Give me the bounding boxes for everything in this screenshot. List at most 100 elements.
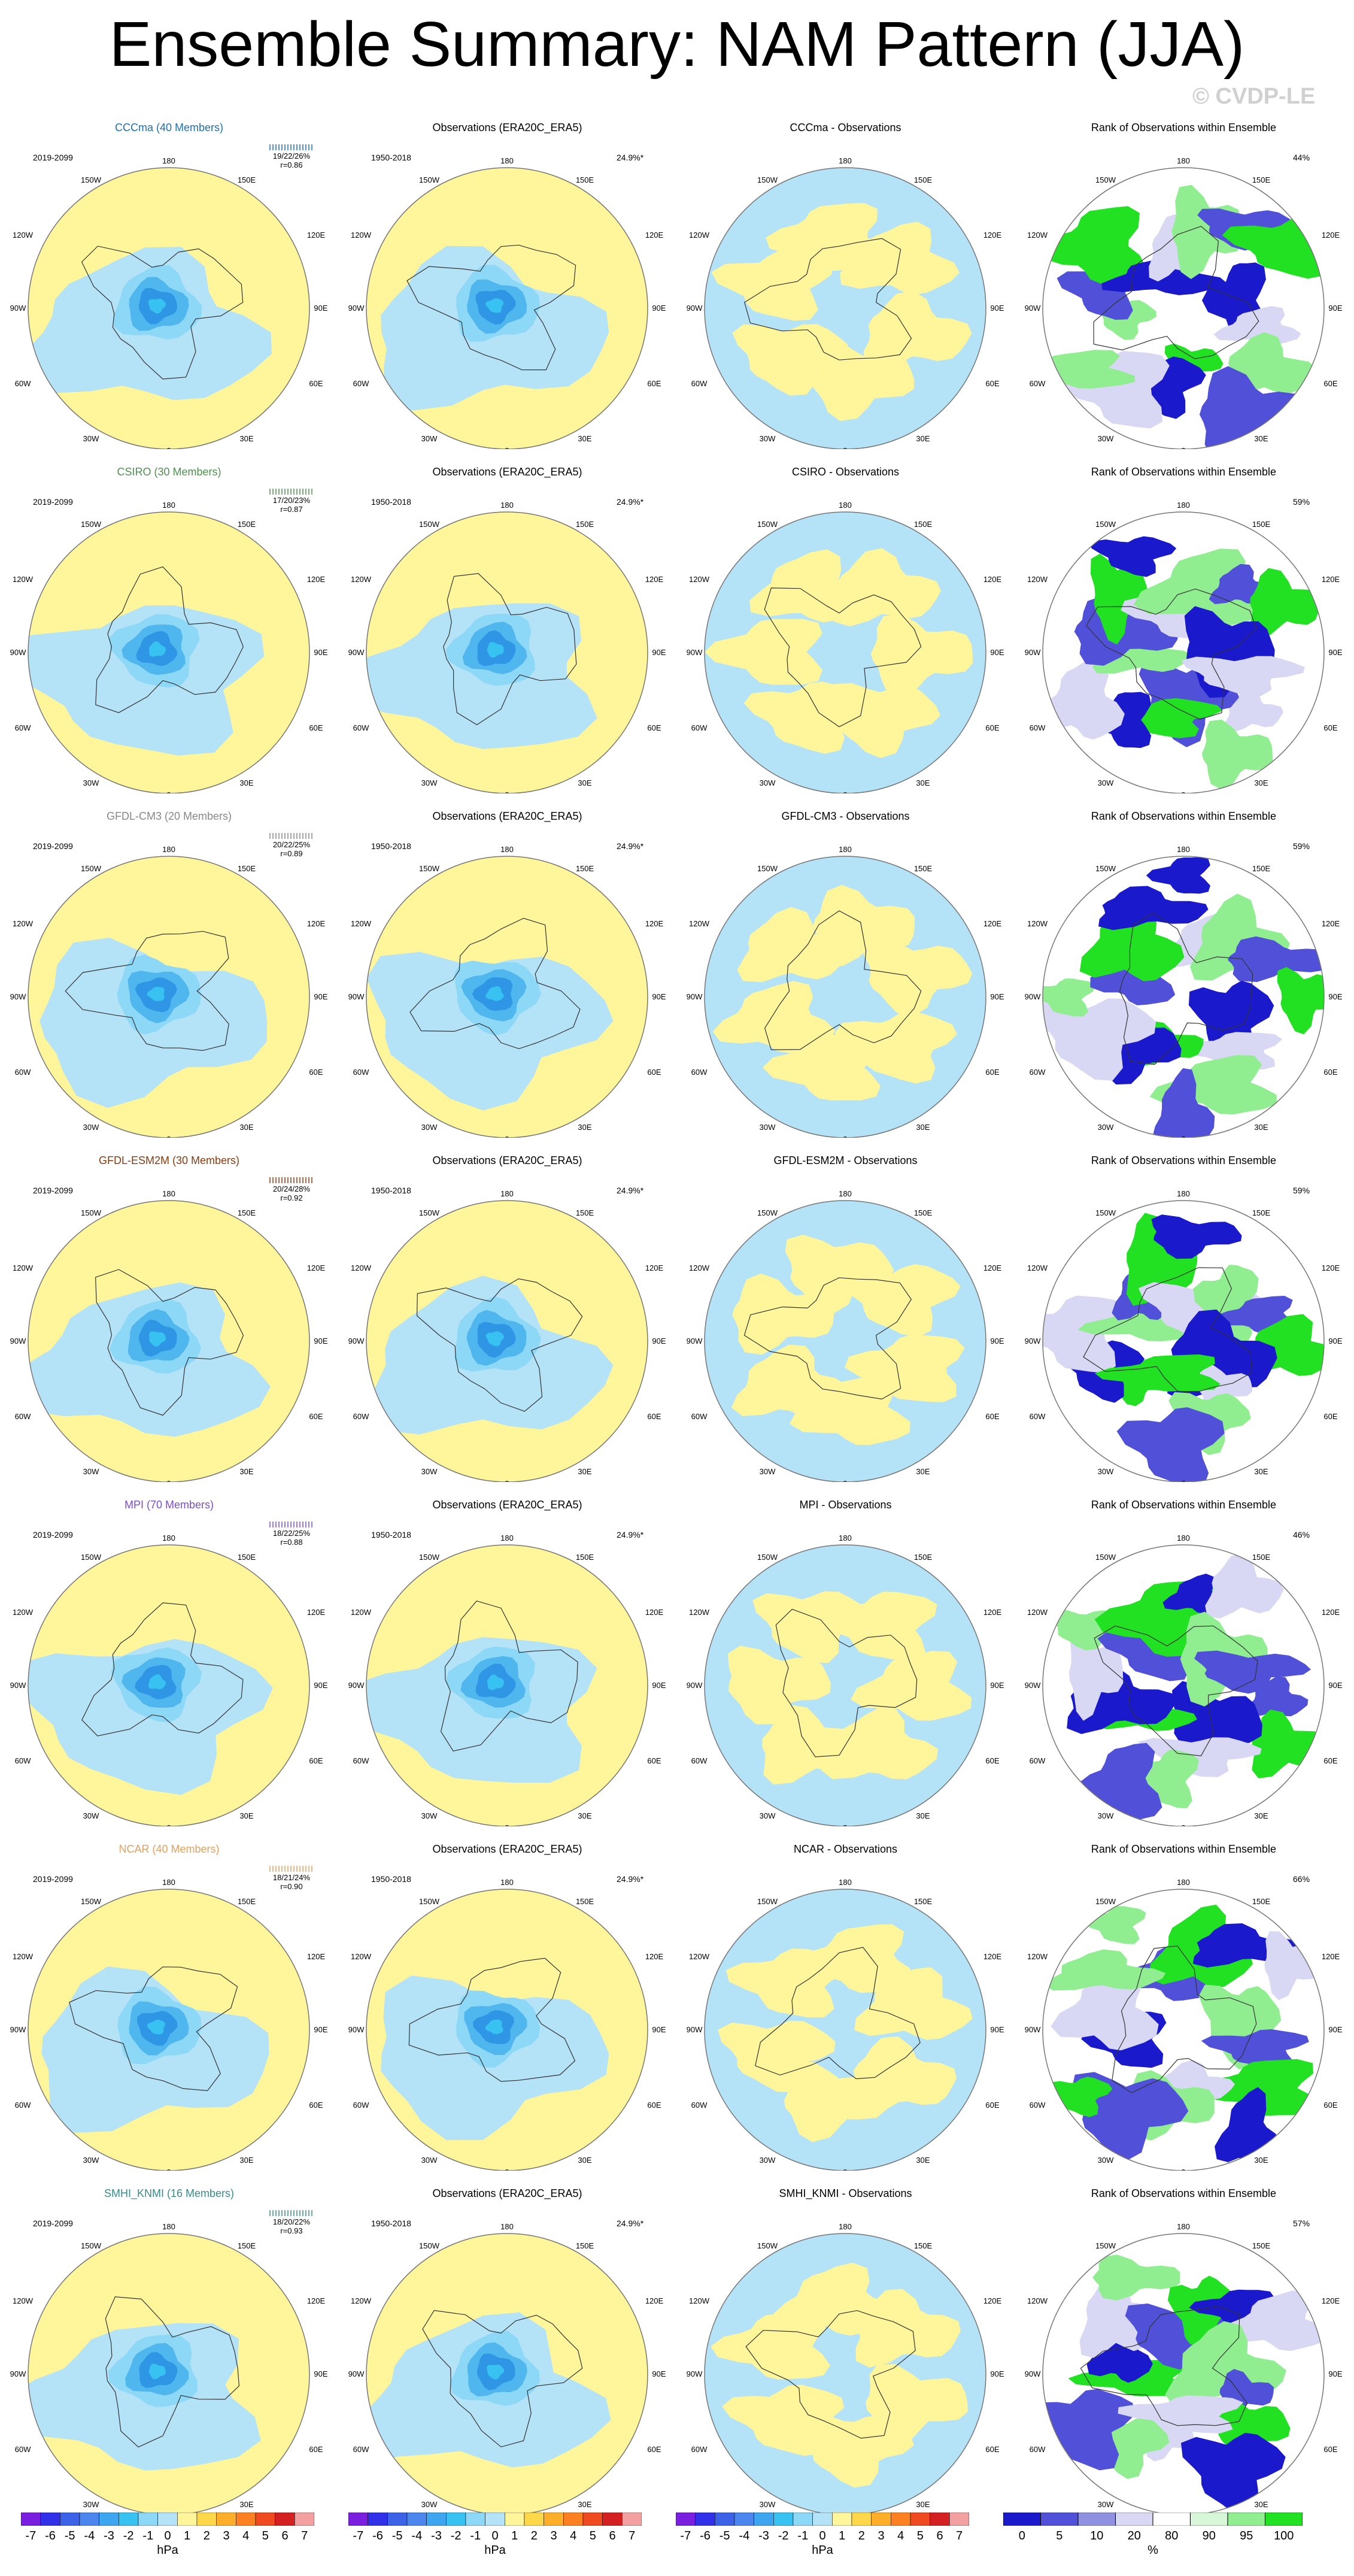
colorbar-rank: 0 5 10 20 80 90 95 100% bbox=[1003, 2513, 1303, 2566]
rank-panel: 180 0 150W 150E 120W 120E 90W 90E 60W 60E 30W 30E Ra… bbox=[1015, 2171, 1353, 2515]
obs-map: 180 0 150W 150E 120W 120E 90W 90E 60W 60E 30W 30E bbox=[348, 1534, 666, 1826]
lon-label-30w: 30W bbox=[83, 2156, 99, 2165]
rank-map: 180 0 150W 150E 120W 120E 90W 90E 60W 60E 30W 30E bbox=[1025, 1534, 1343, 1826]
rank-percent: 57% bbox=[1293, 2219, 1310, 2228]
lon-label-0: 0 bbox=[843, 2168, 847, 2171]
lon-label-150e: 150E bbox=[1252, 1208, 1271, 1217]
model-map: 180 0 150W 150E 120W 120E 90W 90E 60W 60E 30W 30E bbox=[10, 501, 328, 793]
obs-map: 180 0 150W 150E 120W 120E 90W 90E 60W 60E 30W 30E bbox=[348, 1878, 666, 2171]
lon-label-180: 180 bbox=[1177, 501, 1190, 510]
lon-label-180: 180 bbox=[839, 1534, 852, 1542]
lon-label-120w: 120W bbox=[351, 231, 372, 240]
lon-label-120e: 120E bbox=[983, 1952, 1002, 1961]
colorbar-tick: -5 bbox=[64, 2529, 75, 2542]
nam-center-contour bbox=[487, 2365, 505, 2380]
lon-label-60w: 60W bbox=[353, 379, 369, 388]
pattern-correlation: r=0.92 bbox=[280, 1193, 303, 1202]
colorbar-swatch bbox=[1264, 2513, 1303, 2526]
lon-label-60e: 60E bbox=[1323, 379, 1337, 388]
model-row: 180 0 150W 150E 120W 120E 90W 90E 60W 60E 30W 30E GF… bbox=[0, 1138, 1354, 1482]
lon-label-60w: 60W bbox=[353, 1068, 369, 1077]
colorbar-tick: -5 bbox=[391, 2529, 403, 2542]
lon-label-120w: 120W bbox=[13, 575, 34, 584]
coastline bbox=[422, 2310, 583, 2448]
lon-label-150e: 150E bbox=[914, 864, 933, 873]
rank-region bbox=[1250, 568, 1321, 637]
rank-region bbox=[1277, 966, 1324, 1035]
map-border bbox=[704, 1889, 986, 2171]
lon-label-30e: 30E bbox=[239, 434, 253, 443]
rank-region bbox=[1205, 1552, 1284, 1619]
nam-center-contour bbox=[485, 298, 504, 313]
lon-label-150w: 150W bbox=[757, 520, 778, 529]
rank-percent: 66% bbox=[1293, 1874, 1310, 1884]
lon-label-180: 180 bbox=[500, 2222, 514, 2231]
lon-label-60e: 60E bbox=[647, 723, 661, 732]
lon-label-30e: 30E bbox=[239, 2156, 253, 2165]
lon-label-90w: 90W bbox=[348, 992, 365, 1001]
colorbar-tick: -2 bbox=[450, 2529, 462, 2542]
lon-label-90w: 90W bbox=[1025, 1681, 1041, 1690]
map-border bbox=[366, 1889, 648, 2171]
lon-label-90w: 90W bbox=[1025, 304, 1041, 313]
colorbar-tick: 95 bbox=[1240, 2529, 1253, 2542]
lon-label-150w: 150W bbox=[757, 175, 778, 184]
rank-title: Rank of Observations within Ensemble bbox=[1091, 2187, 1277, 2199]
lon-label-120e: 120E bbox=[307, 2296, 326, 2305]
lon-label-0: 0 bbox=[166, 446, 171, 449]
lon-label-60w: 60W bbox=[691, 1068, 708, 1077]
colorbar-swatch bbox=[715, 2513, 735, 2526]
model-panel: 180 0 150W 150E 120W 120E 90W 90E 60W 60E 30W 30E GF… bbox=[0, 793, 338, 1138]
positive-anomaly bbox=[732, 324, 849, 396]
colorbar-swatch bbox=[60, 2513, 80, 2526]
lon-label-60e: 60E bbox=[1323, 1756, 1337, 1765]
lon-label-120w: 120W bbox=[13, 1952, 34, 1961]
period-label: 2019-2099 bbox=[33, 497, 73, 507]
lon-label-90e: 90E bbox=[652, 304, 666, 313]
coastline bbox=[1085, 588, 1257, 720]
obs-title: Observations (ERA20C_ERA5) bbox=[432, 2187, 582, 2199]
lon-label-90e: 90E bbox=[652, 1681, 666, 1690]
lon-label-150w: 150W bbox=[81, 864, 102, 873]
rank-title: Rank of Observations within Ensemble bbox=[1091, 1154, 1277, 1166]
rank-panel: 180 0 150W 150E 120W 120E 90W 90E 60W 60E 30W 30E Ra… bbox=[1015, 1138, 1353, 1482]
lon-label-30e: 30E bbox=[1254, 778, 1268, 787]
stats-range: 20/22/25% bbox=[272, 840, 311, 849]
obs-panel: 180 0 150W 150E 120W 120E 90W 90E 60W 60E 30W 30E Ob… bbox=[338, 1826, 676, 2171]
lon-label-30w: 30W bbox=[1098, 778, 1114, 787]
lon-label-0: 0 bbox=[166, 1479, 171, 1482]
lon-label-150e: 150E bbox=[914, 520, 933, 529]
colorbar-swatch bbox=[275, 2513, 295, 2526]
coastline bbox=[743, 238, 912, 360]
pattern-correlation: r=0.87 bbox=[280, 505, 303, 514]
lon-label-30w: 30W bbox=[1098, 1123, 1114, 1132]
positive-anomaly bbox=[731, 1344, 848, 1417]
lon-label-60w: 60W bbox=[15, 723, 31, 732]
lon-label-150e: 150E bbox=[1252, 520, 1271, 529]
lon-label-180: 180 bbox=[500, 501, 514, 510]
coastline bbox=[1112, 1945, 1257, 2093]
lon-label-90e: 90E bbox=[1328, 992, 1342, 1001]
lon-label-120e: 120E bbox=[307, 1952, 326, 1961]
lon-label-60e: 60E bbox=[647, 379, 661, 388]
colorbar-strip bbox=[21, 2513, 314, 2526]
lon-label-150e: 150E bbox=[1252, 864, 1271, 873]
rank-region bbox=[1201, 2029, 1309, 2069]
lon-label-150w: 150W bbox=[81, 520, 102, 529]
lon-label-0: 0 bbox=[843, 1135, 847, 1138]
lon-label-60w: 60W bbox=[15, 2101, 31, 2110]
diff-map: 1800150W150E120W120E90W90E60W60E30W30E bbox=[687, 2222, 1004, 2515]
colorbar-swatch bbox=[465, 2513, 485, 2526]
stats-range: 17/20/23% bbox=[272, 496, 311, 505]
ensemble-stats: 17/20/23% r=0.87 bbox=[259, 487, 324, 514]
lon-label-150e: 150E bbox=[576, 864, 594, 873]
lon-label-30e: 30E bbox=[916, 778, 930, 787]
stats-range: 18/21/24% bbox=[272, 1873, 311, 1882]
nam-center-contour bbox=[147, 987, 165, 1001]
lon-label-30e: 30E bbox=[916, 1467, 930, 1476]
lon-label-30w: 30W bbox=[421, 2156, 438, 2165]
rank-region bbox=[1181, 656, 1305, 696]
map-border bbox=[704, 511, 986, 793]
obs-map: 180 0 150W 150E 120W 120E 90W 90E 60W 60E 30W 30E bbox=[348, 501, 666, 793]
lon-label-60e: 60E bbox=[1323, 1068, 1337, 1077]
